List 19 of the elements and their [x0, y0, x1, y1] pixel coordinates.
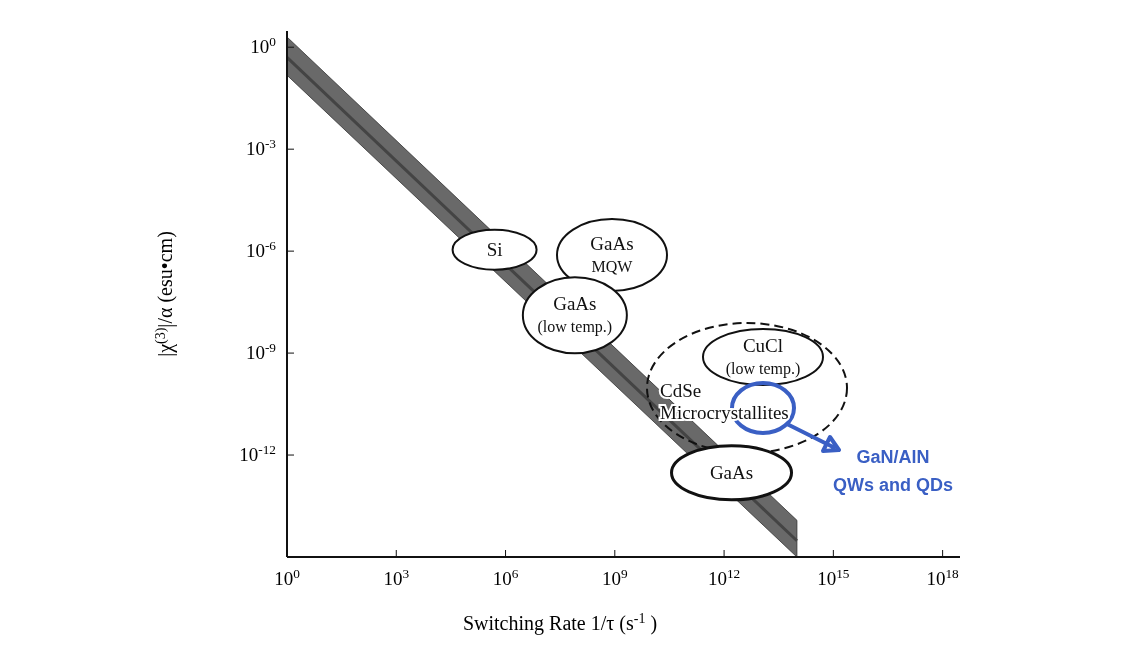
x-tick-label: 10$^{12}$: [707, 565, 741, 589]
annotation: GaAs MQW: [590, 233, 634, 275]
x-axis-title: Switching Rate 1/τ (s$^{-1}$ ): [462, 610, 658, 635]
y-tick-label: 10$^{0}$: [250, 33, 277, 58]
annotation: GaN/AlN QWs and QDs: [832, 447, 954, 495]
annotation: Si: [486, 238, 503, 260]
x-tick-label: 10$^{3}$: [383, 565, 410, 589]
y-tick-label: 10$^{-12}$: [239, 441, 276, 466]
x-tick-label: 10$^{18}$: [926, 565, 960, 589]
y-tick-label: 10$^{-9}$: [245, 339, 277, 364]
x-tick-label: 10$^{15}$: [817, 565, 850, 589]
y-tick-label: 10$^{-6}$: [245, 237, 277, 262]
x-tick-label: 10$^{9}$: [601, 565, 628, 589]
annotation: GaAs: [709, 461, 754, 483]
annotation: CuCl (low temp.): [725, 335, 801, 378]
annotation: GaAs (low temp.): [537, 293, 613, 337]
y-tick-label: 10$^{-3}$: [245, 135, 277, 160]
x-tick-label: 10$^{6}$: [492, 565, 519, 589]
x-tick-label: 10$^{0}$: [274, 565, 301, 589]
